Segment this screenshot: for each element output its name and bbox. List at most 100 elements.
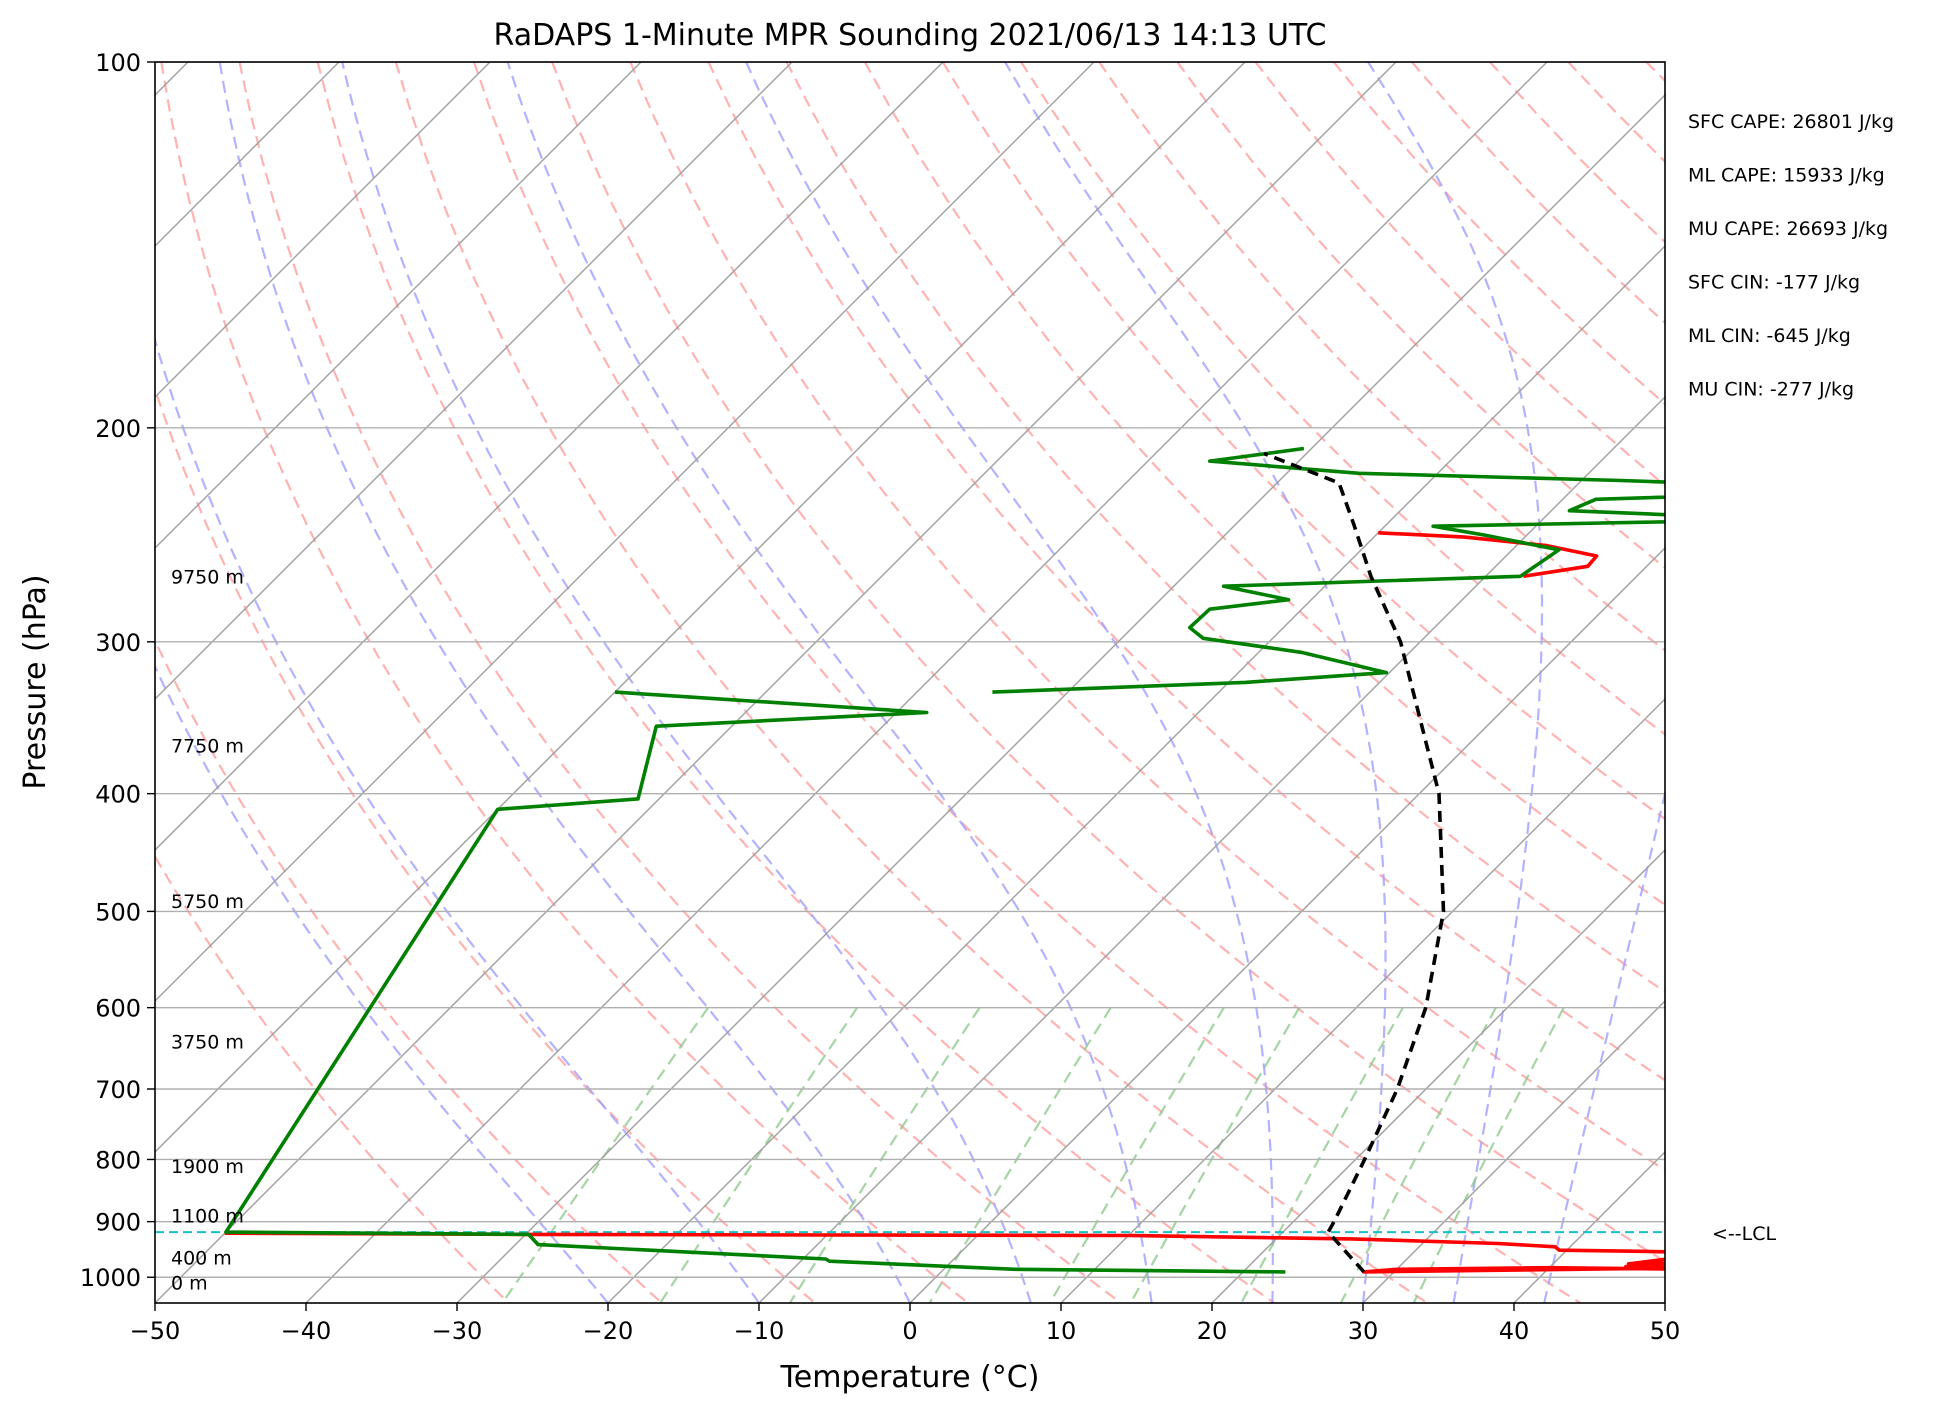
moist-adiabat [341, 62, 1032, 1303]
parcel-profile-line [1263, 451, 1446, 1274]
dry-adiabat [1489, 62, 1665, 244]
isotherm [456, 94, 1665, 1303]
mixing-ratio-line [659, 1006, 859, 1303]
moist-adiabat [506, 62, 1153, 1303]
dry-adiabat [1332, 62, 1665, 406]
dry-adiabat [155, 385, 816, 1303]
mixing-ratio-line [788, 1007, 981, 1303]
moist-adiabat [1004, 62, 1387, 1303]
x-tick-label: 0 [902, 1317, 917, 1345]
mixing-ratio-line [928, 1007, 1112, 1303]
height-label: 0 m [171, 1273, 208, 1295]
annotation-text: ML CAPE: 15933 J/kg [1688, 165, 1885, 187]
dry-adiabat [1176, 62, 1665, 570]
height-labels: 9750 m 7750 m 5750 m 3750 m 1900 m 1100 m 400 … [171, 566, 244, 1294]
annotation-text: SFC CAPE: 26801 J/kg [1688, 111, 1894, 133]
isotherm [305, 62, 1548, 1303]
dry-adiabat [1645, 62, 1665, 83]
annotation-text: SFC CIN: -177 J/kg [1688, 272, 1860, 294]
isotherm [1816, 62, 1939, 1303]
annotation-text: MU CAPE: 26693 J/kg [1688, 218, 1888, 240]
dewpoint-line [224, 690, 1286, 1274]
annotation-text: ML CIN: -645 J/kg [1688, 325, 1851, 347]
dry-adiabat [629, 62, 1665, 1172]
y-tick-label: 300 [95, 629, 141, 657]
dry-adiabat [1725, 62, 1939, 1303]
background-lines [155, 62, 1939, 1303]
isotherm [1211, 849, 1665, 1303]
x-tick-label: −20 [583, 1317, 634, 1345]
isotherm [1060, 698, 1665, 1303]
x-axis: −50 −40 −30 −20 −10 0 10 20 30 40 50 [130, 1303, 1681, 1345]
x-tick-label: −50 [130, 1317, 181, 1345]
x-axis-label: Temperature (°C) [780, 1360, 1040, 1395]
height-label: 400 m [171, 1247, 232, 1269]
x-tick-label: 10 [1046, 1317, 1077, 1345]
height-label: 1900 m [171, 1156, 244, 1178]
height-label: 5750 m [171, 891, 244, 913]
x-tick-label: 30 [1348, 1317, 1379, 1345]
moist-adiabat [1663, 1298, 1665, 1303]
isotherm [1664, 1302, 1665, 1303]
chart-title: RaDAPS 1-Minute MPR Sounding 2021/06/13 … [494, 18, 1327, 53]
y-tick-label: 100 [95, 49, 141, 77]
height-label: 3750 m [171, 1032, 244, 1054]
mixing-ratio-line [1049, 1007, 1225, 1303]
pressure-grid [155, 62, 1665, 1278]
dry-adiabat [238, 62, 1122, 1303]
dry-adiabat [1411, 62, 1665, 325]
x-tick-label: 40 [1499, 1317, 1530, 1345]
sounding-series [155, 446, 1665, 1274]
isotherm [155, 62, 944, 851]
moist-adiabat [155, 336, 760, 1303]
dry-adiabat [1567, 62, 1665, 164]
dry-adiabat [155, 637, 663, 1303]
mixing-ratio-line [1339, 1007, 1497, 1303]
x-tick-label: 20 [1197, 1317, 1228, 1345]
y-tick-label: 1000 [80, 1264, 141, 1292]
mixing-ratio-line [1412, 1007, 1565, 1303]
isotherm [155, 62, 642, 549]
y-tick-label: 700 [95, 1076, 141, 1104]
x-tick-label: −30 [432, 1317, 483, 1345]
isotherm [1362, 1000, 1665, 1303]
y-tick-label: 500 [95, 898, 141, 926]
isotherm [155, 62, 491, 398]
dry-adiabat [160, 62, 969, 1303]
x-tick-label: 50 [1650, 1317, 1681, 1345]
moist-adiabat [745, 62, 1274, 1303]
y-tick-label: 400 [95, 781, 141, 809]
temperature-line [1378, 531, 1599, 579]
dry-adiabat [316, 62, 1275, 1303]
height-label: 1100 m [171, 1206, 244, 1228]
moist-adiabat [218, 62, 911, 1303]
isotherm [1513, 1151, 1665, 1303]
mixing-ratio-line [1129, 1007, 1301, 1303]
y-tick-label: 900 [95, 1209, 141, 1237]
y-tick-label: 800 [95, 1146, 141, 1174]
dry-adiabat [551, 62, 1665, 1263]
isotherm [155, 62, 1246, 1153]
x-tick-label: −40 [281, 1317, 332, 1345]
height-label: 7750 m [171, 735, 244, 757]
dry-adiabat [155, 854, 510, 1303]
dry-adiabat [785, 62, 1665, 994]
moist-adiabat [1367, 62, 1544, 1303]
moist-adiabat [1543, 788, 1665, 1303]
dry-adiabat [863, 62, 1665, 907]
mixing-ratio-line [1240, 1007, 1404, 1303]
isotherm [758, 396, 1665, 1303]
dewpoint-line [992, 446, 1665, 694]
annotation-text: MU CIN: -277 J/kg [1688, 379, 1854, 401]
moist-adiabat [1816, 62, 1939, 1303]
y-axis-label: Pressure (hPa) [18, 574, 53, 789]
height-label: 9750 m [171, 566, 244, 588]
mixing-ratio-line [501, 1006, 710, 1303]
dry-adiabat [1254, 62, 1665, 487]
temperature-line [224, 1231, 1665, 1274]
y-axis: 100 200 300 400 500 600 700 800 900 1000 [80, 49, 155, 1292]
dry-adiabat [394, 62, 1428, 1303]
cape-cin-annotations: SFC CAPE: 26801 J/kg ML CAPE: 15933 J/kg M… [1688, 111, 1894, 401]
y-tick-label: 600 [95, 995, 141, 1023]
